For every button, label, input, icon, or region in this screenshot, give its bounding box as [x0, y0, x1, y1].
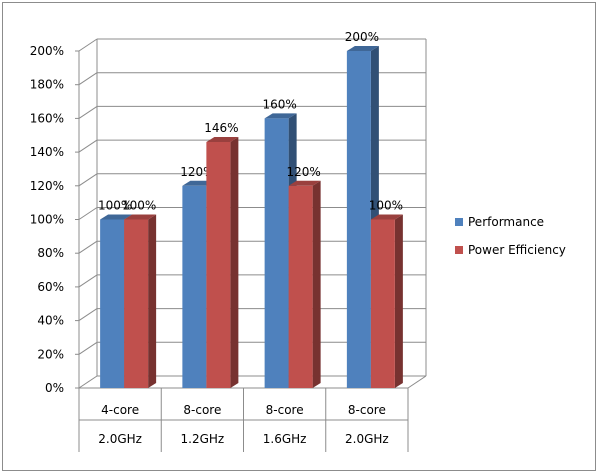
category-label-line1: 8-core — [348, 403, 386, 417]
gridline-side — [78, 207, 98, 220]
bar-side — [230, 136, 239, 388]
bar-front — [206, 141, 231, 388]
gridline-side — [78, 274, 98, 288]
legend: Performance Power Efficiency — [455, 215, 566, 257]
bar-top — [124, 214, 157, 220]
y-tick-label: 80% — [37, 246, 64, 260]
data-label: 120% — [286, 165, 320, 179]
legend-swatch — [455, 218, 463, 226]
data-label: 100% — [122, 199, 156, 213]
category-label-line1: 8-core — [266, 403, 304, 417]
bar-top — [206, 136, 239, 142]
bar-front — [264, 118, 289, 389]
data-label: 200% — [345, 30, 379, 44]
bar-front — [100, 219, 125, 388]
bar-power-efficiency — [124, 214, 157, 388]
gridline-side — [78, 38, 98, 52]
y-tick-label: 60% — [37, 280, 64, 294]
y-tick-label: 140% — [30, 145, 64, 159]
data-label: 100% — [369, 199, 403, 213]
gridline-side — [78, 341, 98, 355]
y-tick-label: 20% — [37, 347, 64, 361]
y-tick-label: 200% — [30, 44, 64, 58]
y-tick-label: 100% — [30, 213, 64, 227]
bars: 100%100%120%146%160%120%200%100% — [98, 30, 403, 389]
bar-front — [182, 185, 207, 388]
floor-right-edge — [407, 375, 427, 389]
bar-side — [394, 214, 403, 388]
data-label: 100% — [98, 199, 132, 213]
y-tick-label: 0% — [45, 381, 64, 395]
bar-side — [312, 180, 321, 388]
data-label: 160% — [262, 97, 296, 111]
legend-label: Performance — [468, 215, 544, 229]
category-table: 4-core 2.0GHz 8-core 1.2GHz 8-core 1.6GHz 8-co… — [78, 388, 409, 452]
gridline-side — [78, 72, 98, 86]
bar-top — [264, 113, 297, 119]
bar-side — [148, 214, 157, 388]
bar-top — [346, 46, 379, 51]
data-label: 146% — [204, 121, 238, 135]
y-tick-label: 160% — [30, 111, 64, 125]
gridline-side — [78, 308, 98, 322]
legend-swatch — [455, 246, 463, 254]
gridline-side — [78, 375, 98, 389]
bar-top — [100, 214, 133, 220]
y-tick-label: 180% — [30, 78, 64, 92]
gridline-side — [78, 139, 98, 153]
bar-front — [124, 219, 149, 388]
bar-top — [288, 180, 321, 186]
legend-label: Power Efficiency — [468, 243, 566, 257]
bar-front — [346, 51, 371, 388]
category-label-line1: 4-core — [101, 403, 139, 417]
y-tick-label: 120% — [30, 179, 64, 193]
data-label: 120% — [180, 165, 214, 179]
category-label-line2: 2.0GHz — [98, 432, 142, 446]
bar-front — [370, 219, 395, 388]
bar-power-efficiency — [370, 214, 403, 388]
bar-top — [370, 214, 403, 220]
bar-power-efficiency — [206, 136, 239, 388]
gridline-side — [78, 105, 98, 119]
category-label-line2: 1.6GHz — [263, 432, 307, 446]
y-tick-label: 40% — [37, 314, 64, 328]
bar-front — [288, 185, 313, 388]
category-label-line2: 1.2GHz — [181, 432, 225, 446]
category-label-line2: 2.0GHz — [345, 432, 389, 446]
gridline-side — [78, 240, 98, 254]
bar-power-efficiency — [288, 180, 321, 388]
gridline-side — [78, 173, 98, 187]
category-label-line1: 8-core — [183, 403, 221, 417]
